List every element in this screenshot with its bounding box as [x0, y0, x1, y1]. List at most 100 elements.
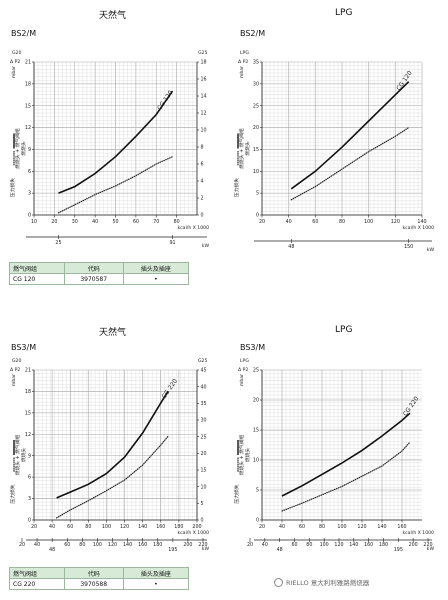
kw-tick-label: 60: [64, 542, 70, 548]
x-tick-label: 40: [279, 524, 285, 530]
kw-tick-label: 200: [183, 542, 192, 548]
kw-tick-label: 195: [168, 547, 177, 553]
left-axis-unit: mbar: [11, 66, 17, 78]
left-axis-label: Δ P2: [238, 367, 248, 373]
right-tick-label: 15: [201, 468, 207, 474]
gas-train-table-bs3: 燃气阀组 代码 插头及插座 CG 220 3970588 •: [9, 567, 190, 590]
watermark-logo-icon: [274, 577, 283, 587]
x-tick-label: 20: [259, 219, 265, 225]
x-tick-label: 80: [339, 219, 345, 225]
y-axis-caption: 压力损失: [233, 484, 240, 503]
kw-tick-label: 80: [79, 542, 85, 548]
left-axis-label: Δ P2: [10, 367, 20, 373]
y-axis-caption: 压力损失: [233, 178, 240, 197]
y-tick-label: 18: [25, 81, 31, 87]
x-tick-label: 200: [192, 524, 201, 530]
left-axis-top-label: LPG: [240, 50, 249, 56]
legend-label: 燃烧头 + 燃气阀组: [14, 128, 21, 169]
series-line-head-plus-gas-train: [58, 90, 174, 194]
table-header-cell: 燃气阀组: [9, 567, 65, 579]
kw-tick-label: 150: [404, 244, 413, 250]
y-tick-label: 12: [25, 125, 31, 131]
x-tick-label: 60: [312, 219, 318, 225]
kw-tick-label: 48: [277, 547, 283, 553]
left-axis-top-label: LPG: [240, 358, 249, 364]
y-tick-label: 30: [253, 81, 259, 87]
right-tick-label: 0: [201, 213, 204, 219]
legend-label: 燃烧头 + 燃气阀组: [238, 128, 245, 169]
x-tick-label: 20: [31, 524, 37, 530]
x-tick-label: 120: [391, 219, 400, 225]
model-label-bs3-lpg: BS3/M: [240, 343, 266, 352]
y-tick-label: 18: [25, 389, 31, 395]
x-tick-label: 140: [417, 219, 426, 225]
series-line-head: [55, 435, 169, 519]
kw-tick-label: 195: [394, 547, 403, 553]
series-line-head: [281, 441, 411, 512]
kw-axis-unit: kW: [202, 243, 210, 249]
y-tick-label: 21: [25, 60, 31, 66]
series-line-head: [290, 126, 410, 201]
kw-tick-label: 20: [19, 542, 25, 548]
watermark: RIELLO 意大利利雅路燃烧器: [274, 577, 369, 587]
x-tick-label: 80: [174, 219, 180, 225]
y-tick-label: 35: [253, 60, 259, 66]
legend-label: 燃烧头: [244, 141, 251, 156]
kw-axis-unit: kW: [202, 546, 210, 552]
series-line-head-plus-gas-train: [281, 412, 411, 497]
section-title-bs2-lpg: LPG: [335, 8, 353, 18]
x-tick-label: 40: [286, 219, 292, 225]
y-tick-label: 5: [256, 191, 259, 197]
y-tick-label: 21: [25, 368, 31, 374]
x-tick-label: 20: [259, 524, 265, 530]
kw-tick-label: 48: [288, 244, 294, 250]
table-header-cell: 插头及插座: [122, 567, 190, 579]
kw-tick-label: 220: [423, 542, 432, 548]
y-tick-label: 6: [28, 169, 31, 175]
x-tick-label: 70: [153, 219, 159, 225]
x-axis-unit: kcal/h X 1000: [178, 530, 210, 536]
right-tick-label: 10: [201, 484, 207, 490]
right-axis-top-label: G25: [198, 50, 207, 56]
kw-tick-label: 180: [379, 542, 388, 548]
kw-tick-label: 91: [169, 240, 175, 246]
right-tick-label: 14: [201, 94, 207, 100]
gas-train-table-bs2: 燃气阀组 代码 插头及插座 CG 120 3970587 •: [9, 262, 190, 285]
x-tick-label: 100: [337, 524, 346, 530]
left-axis-unit: mbar: [11, 374, 17, 386]
table-cell: CG 120: [9, 273, 65, 285]
left-axis-unit: mbar: [239, 66, 245, 78]
x-tick-label: 80: [85, 524, 91, 530]
table-header-cell: 插头及插座: [122, 262, 190, 274]
x-axis-unit: kcal/h X 1000: [403, 530, 435, 536]
table-row: CG 120 3970587 •: [9, 273, 190, 285]
x-tick-label: 160: [156, 524, 165, 530]
kw-tick-label: 100: [93, 542, 102, 548]
y-tick-label: 0: [256, 213, 259, 219]
legend-label: 燃烧头: [244, 448, 251, 463]
right-tick-label: 6: [201, 162, 204, 168]
y-tick-label: 0: [28, 213, 31, 219]
x-tick-label: 120: [120, 524, 129, 530]
right-tick-label: 5: [201, 501, 204, 507]
table-cell: 3970588: [63, 578, 124, 590]
series-line-head: [57, 156, 174, 214]
kw-tick-label: 180: [153, 542, 162, 548]
right-tick-label: 8: [201, 145, 204, 151]
y-tick-label: 12: [25, 432, 31, 438]
kw-tick-label: 160: [364, 542, 373, 548]
table-header-cell: 代码: [63, 262, 124, 274]
kw-tick-label: 40: [262, 542, 268, 548]
section-title-bs3-lpg: LPG: [335, 325, 353, 335]
table-header-cell: 燃气阀组: [9, 262, 65, 274]
x-axis-unit: kcal/h X 1000: [178, 225, 210, 231]
table-cell: 3970587: [63, 273, 124, 285]
kw-tick-label: 60: [291, 542, 297, 548]
x-tick-label: 120: [357, 524, 366, 530]
y-tick-label: 3: [28, 191, 31, 197]
table-cell: •: [122, 273, 190, 285]
x-tick-label: 10: [31, 219, 37, 225]
x-tick-label: 40: [92, 219, 98, 225]
right-tick-label: 40: [201, 384, 207, 390]
left-axis-unit: mbar: [239, 374, 245, 386]
